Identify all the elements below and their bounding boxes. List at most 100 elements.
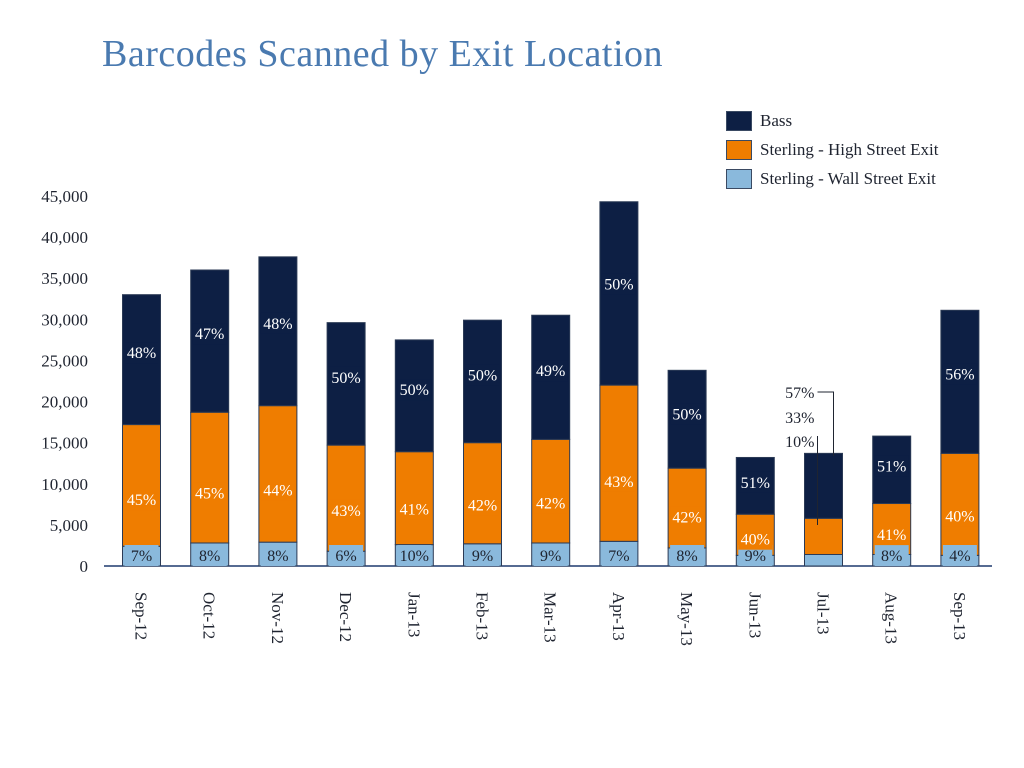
data-label-box	[670, 403, 705, 425]
x-tick-label: Sep-12	[132, 592, 151, 640]
data-label: 40%	[945, 509, 974, 526]
data-label: 50%	[400, 382, 429, 399]
x-tick-label: Apr-13	[609, 592, 628, 641]
x-tick-label: Sep-13	[950, 592, 969, 640]
x-tick-label: Dec-12	[336, 592, 355, 642]
data-label-box	[874, 524, 909, 546]
data-label: 40%	[741, 532, 770, 549]
annotation-leader	[817, 391, 834, 456]
data-label-box	[874, 545, 909, 566]
data-label: 50%	[604, 276, 633, 293]
legend: Bass Sterling - High Street Exit Sterlin…	[726, 106, 938, 193]
data-label: 9%	[472, 548, 493, 565]
y-tick-label: 35,000	[41, 269, 88, 288]
data-label-box	[670, 506, 705, 528]
data-label-box	[533, 545, 568, 566]
data-label-box	[192, 545, 227, 566]
data-label-box	[397, 545, 432, 566]
x-tick-label: Aug-13	[882, 592, 901, 644]
data-label-box	[397, 379, 432, 401]
data-label: 43%	[604, 474, 633, 491]
data-label: 8%	[267, 548, 288, 565]
data-label: 44%	[263, 482, 292, 499]
data-label: 7%	[608, 548, 629, 565]
data-label: 9%	[540, 548, 561, 565]
x-tick-label: May-13	[677, 592, 696, 646]
data-label-box	[124, 489, 159, 511]
data-label-box	[533, 360, 568, 382]
data-label-box	[874, 455, 909, 477]
data-label-box	[533, 492, 568, 514]
data-label: 50%	[468, 367, 497, 384]
data-label-box	[738, 545, 773, 566]
chart-title: Barcodes Scanned by Exit Location	[102, 33, 664, 75]
bar-segment	[463, 442, 502, 545]
legend-label: Sterling - High Street Exit	[760, 139, 939, 159]
data-label: 8%	[676, 548, 697, 565]
data-label: 41%	[400, 501, 429, 518]
data-label-box	[601, 470, 636, 492]
bars: 7% 45% 48% 8% 45% 47% 8% 44% 48% 6% 43% 50% 10% 41% 50…	[122, 201, 980, 567]
data-label: 9%	[745, 548, 766, 565]
data-label: 42%	[672, 510, 701, 527]
y-tick-label: 45,000	[41, 187, 88, 206]
data-label: 56%	[945, 367, 974, 384]
bar-segment	[326, 444, 366, 552]
bar-segment	[258, 405, 298, 543]
data-label: 8%	[199, 548, 220, 565]
y-tick-label: 20,000	[41, 393, 88, 412]
bar-segment	[599, 384, 639, 542]
data-label: 47%	[195, 326, 224, 343]
annotation-label: 33%	[785, 410, 814, 427]
data-label: 41%	[877, 527, 906, 544]
data-label-box	[942, 545, 977, 566]
data-label-box	[601, 273, 636, 295]
data-label-box	[192, 482, 227, 504]
legend-swatch	[726, 139, 752, 160]
data-label: 48%	[127, 345, 156, 362]
data-label-box	[124, 545, 159, 566]
x-tick-label: Jun-13	[745, 592, 764, 638]
data-label: 4%	[949, 548, 970, 565]
x-tick-label: Nov-12	[268, 592, 287, 644]
y-tick-label: 40,000	[41, 228, 88, 247]
bar-segment	[531, 438, 571, 544]
x-tick-label: Oct-12	[200, 592, 219, 639]
data-label: 43%	[331, 503, 360, 520]
data-label-box	[260, 545, 295, 566]
legend-swatch	[726, 168, 752, 189]
y-tick-label: 10,000	[41, 475, 88, 494]
legend-swatch	[726, 110, 752, 131]
data-label: 50%	[672, 406, 701, 423]
y-tick-label: 5,000	[50, 516, 88, 535]
data-label-box	[601, 545, 636, 566]
bar-segment	[804, 452, 843, 519]
data-label: 45%	[195, 485, 224, 502]
annotation-label: 57%	[785, 385, 814, 402]
y-tick-label: 15,000	[41, 434, 88, 453]
y-tick-label: 25,000	[41, 351, 88, 370]
x-axis: Sep-12 Oct-12 Nov-12 Dec-12 Jan-13 Feb-13 Mar-…	[132, 592, 969, 646]
data-label: 7%	[131, 548, 152, 565]
bar-segment	[394, 451, 434, 546]
bar-segment	[190, 411, 230, 544]
data-label-box	[397, 498, 432, 520]
data-label-box	[465, 364, 500, 386]
data-label: 48%	[263, 316, 292, 333]
data-label: 45%	[127, 492, 156, 509]
y-tick-label: 0	[80, 557, 89, 576]
data-label-box	[124, 342, 159, 364]
data-label-box	[329, 366, 364, 388]
y-axis: 0 5,000 10,000 15,000 20,000 25,000 30,000 35,0…	[41, 187, 992, 576]
legend-item-high-street: Sterling - High Street Exit	[726, 135, 938, 164]
legend-label: Bass	[760, 110, 793, 130]
legend-item-wall-street: Sterling - Wall Street Exit	[726, 164, 938, 193]
data-label-box	[329, 545, 364, 566]
data-label: 51%	[877, 458, 906, 475]
data-label-box	[942, 505, 977, 527]
data-label-box	[738, 471, 773, 493]
y-tick-label: 30,000	[41, 310, 88, 329]
x-tick-label: Feb-13	[473, 592, 492, 640]
legend-label: Sterling - Wall Street Exit	[760, 168, 936, 188]
